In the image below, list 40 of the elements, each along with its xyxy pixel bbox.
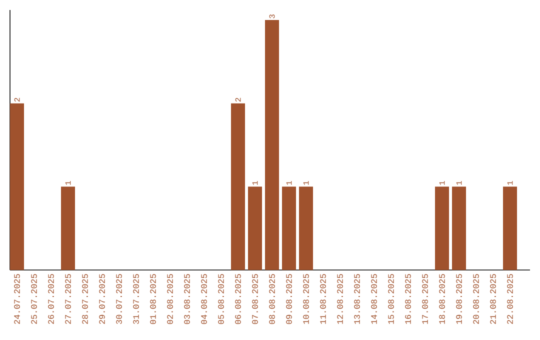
data-label: 1 — [439, 181, 445, 185]
data-label: 1 — [507, 181, 513, 185]
x-tick-label: 07.08.2025 — [252, 274, 258, 324]
x-tick-label: 04.08.2025 — [201, 274, 207, 324]
data-label: 1 — [286, 181, 292, 185]
data-label: 2 — [14, 98, 20, 102]
x-tick-label: 13.08.2025 — [354, 274, 360, 324]
x-tick-label: 30.07.2025 — [116, 274, 122, 324]
x-tick-label: 15.08.2025 — [388, 274, 394, 324]
data-label: 2 — [235, 98, 241, 102]
x-tick-label: 17.08.2025 — [422, 274, 428, 324]
x-tick-label: 16.08.2025 — [405, 274, 411, 324]
x-tick-label: 14.08.2025 — [371, 274, 377, 324]
x-tick-label: 19.08.2025 — [456, 274, 462, 324]
data-label: 1 — [456, 181, 462, 185]
x-tick-label: 18.08.2025 — [439, 274, 445, 324]
x-tick-label: 02.08.2025 — [167, 274, 173, 324]
x-tick-label: 26.07.2025 — [48, 274, 54, 324]
x-tick-label: 25.07.2025 — [31, 274, 37, 324]
x-tick-label: 22.08.2025 — [507, 274, 513, 324]
x-tick-label: 31.07.2025 — [133, 274, 139, 324]
x-tick-label: 06.08.2025 — [235, 274, 241, 324]
x-tick-label: 12.08.2025 — [337, 274, 343, 324]
x-tick-label: 28.07.2025 — [82, 274, 88, 324]
x-tick-label: 05.08.2025 — [218, 274, 224, 324]
data-label: 1 — [303, 181, 309, 185]
x-tick-label: 24.07.2025 — [14, 274, 20, 324]
data-label: 3 — [269, 14, 275, 18]
x-tick-label: 11.08.2025 — [320, 274, 326, 324]
x-tick-label: 20.08.2025 — [473, 274, 479, 324]
data-label: 1 — [252, 181, 258, 185]
x-tick-label: 08.08.2025 — [269, 274, 275, 324]
x-tick-label: 29.07.2025 — [99, 274, 105, 324]
x-tick-label: 01.08.2025 — [150, 274, 156, 324]
x-tick-label: 27.07.2025 — [65, 274, 71, 324]
x-tick-label: 21.08.2025 — [490, 274, 496, 324]
data-label: 1 — [65, 181, 71, 185]
x-tick-label: 10.08.2025 — [303, 274, 309, 324]
x-tick-label: 09.08.2025 — [286, 274, 292, 324]
x-tick-label: 03.08.2025 — [184, 274, 190, 324]
